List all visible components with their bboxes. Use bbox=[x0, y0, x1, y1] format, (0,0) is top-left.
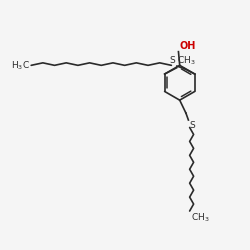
Text: H$_3$C: H$_3$C bbox=[11, 59, 30, 72]
Text: CH$_3$: CH$_3$ bbox=[191, 212, 210, 224]
Text: OH: OH bbox=[179, 41, 196, 51]
Text: S: S bbox=[189, 121, 195, 130]
Text: CH$_3$: CH$_3$ bbox=[177, 55, 196, 67]
Text: S: S bbox=[170, 56, 175, 65]
